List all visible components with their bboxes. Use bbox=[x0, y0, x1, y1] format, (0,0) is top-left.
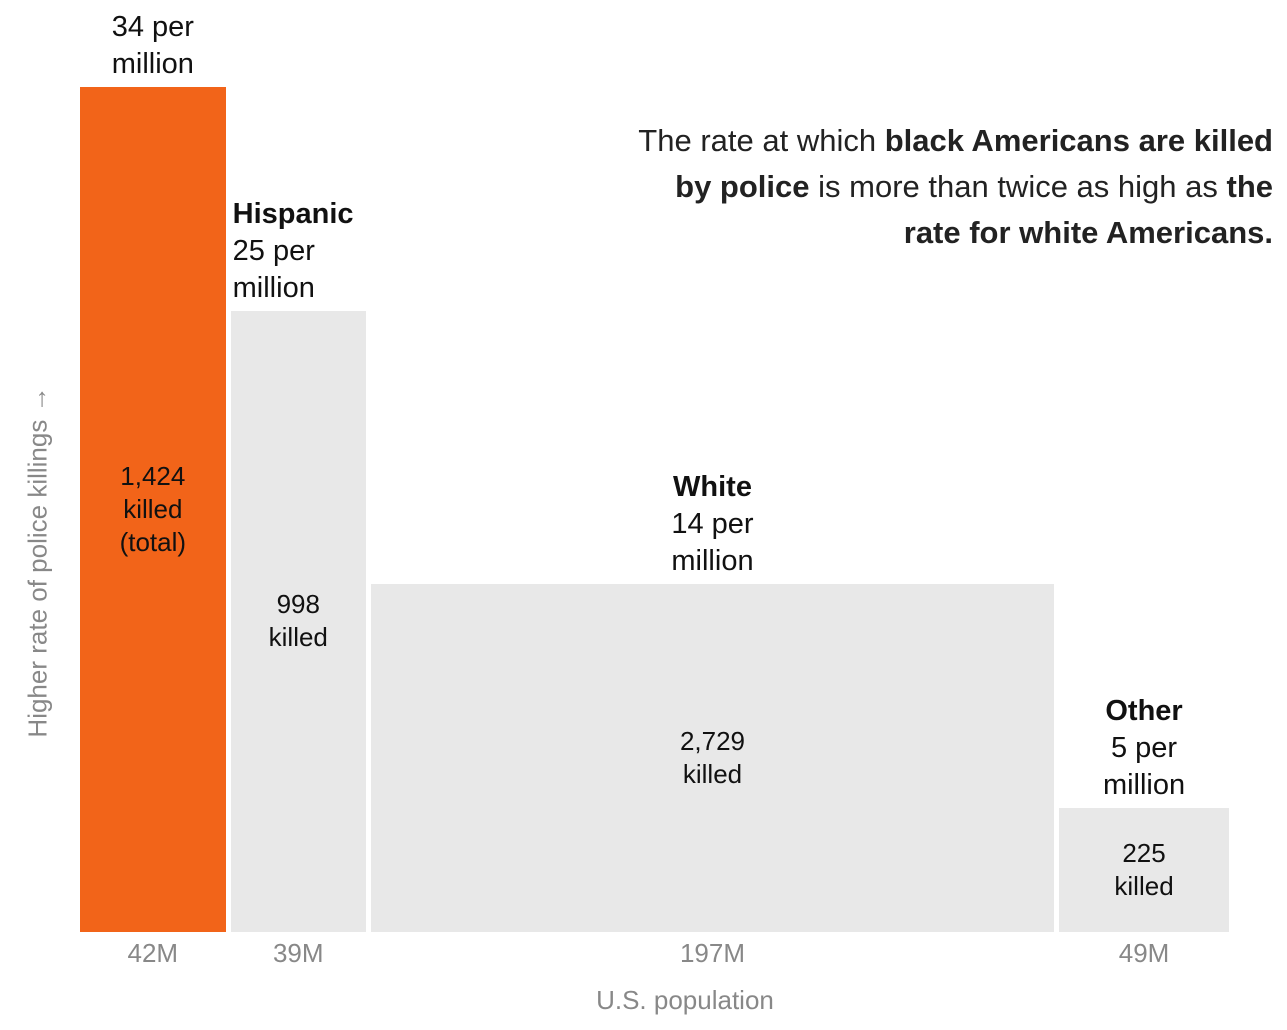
bar-rate-text: 25 per bbox=[232, 234, 315, 267]
bar-killed-label: 998 killed bbox=[218, 588, 378, 654]
bar-rate-text: 34 per bbox=[111, 11, 194, 43]
bar-group-name: White bbox=[673, 471, 752, 504]
bar-killed-label: 225 killed bbox=[1064, 837, 1224, 903]
bar-group-name: Other bbox=[1105, 694, 1183, 727]
killed-text: killed bbox=[682, 759, 743, 790]
bar-rate-label: Other 5 per million bbox=[1044, 693, 1244, 804]
killed-text: 998 bbox=[276, 589, 320, 620]
annotation-part: the rate for white Americans. bbox=[903, 169, 1273, 250]
killed-text: killed bbox=[268, 622, 328, 653]
x-tick-label: 197M bbox=[679, 938, 745, 968]
bar-white bbox=[370, 584, 1055, 932]
y-axis-label: Higher rate of police killings → bbox=[22, 386, 53, 738]
bar-hispanic bbox=[230, 310, 366, 932]
x-tick-label: 42M bbox=[127, 938, 179, 968]
x-axis-label: U.S. population bbox=[596, 985, 774, 1015]
bar-black bbox=[80, 87, 226, 932]
killed-text: 1,424 bbox=[120, 461, 186, 491]
bar-killed-label: 1,424 killed (total) bbox=[73, 460, 233, 559]
annotation-part: The rate at which bbox=[638, 123, 885, 158]
x-tick-label: 49M bbox=[1118, 938, 1170, 968]
bar-group-name: Hispanic bbox=[232, 197, 354, 230]
killed-text: killed bbox=[1114, 870, 1174, 901]
bar-other bbox=[1059, 807, 1229, 932]
annotation-part: black Americans are killed by police bbox=[675, 123, 1273, 204]
bar-rate-text: 5 per bbox=[1110, 731, 1178, 764]
bar-rate-label: 34 per million bbox=[53, 9, 253, 83]
killed-text: (total) bbox=[119, 527, 187, 557]
annotation-part: is more than twice as high as bbox=[809, 169, 1227, 204]
bar-rate-text: million bbox=[1102, 768, 1186, 801]
killed-text: 225 bbox=[1122, 837, 1166, 868]
bar-rate-label: White 14 per million bbox=[612, 469, 812, 580]
chart-annotation: The rate at which black Americans are ki… bbox=[613, 118, 1273, 256]
bar-rate-text: million bbox=[111, 48, 194, 80]
killed-text: 2,729 bbox=[679, 726, 746, 757]
killed-text: killed bbox=[123, 494, 183, 524]
bar-rate-label: Hispanic 25 per million bbox=[233, 196, 354, 307]
bar-rate-text: 14 per bbox=[671, 508, 754, 541]
bar-rate-text: million bbox=[671, 545, 754, 578]
bar-rate-text: million bbox=[232, 271, 315, 304]
bar-killed-label: 2,729 killed bbox=[632, 725, 792, 791]
x-tick-label: 39M bbox=[272, 938, 324, 968]
